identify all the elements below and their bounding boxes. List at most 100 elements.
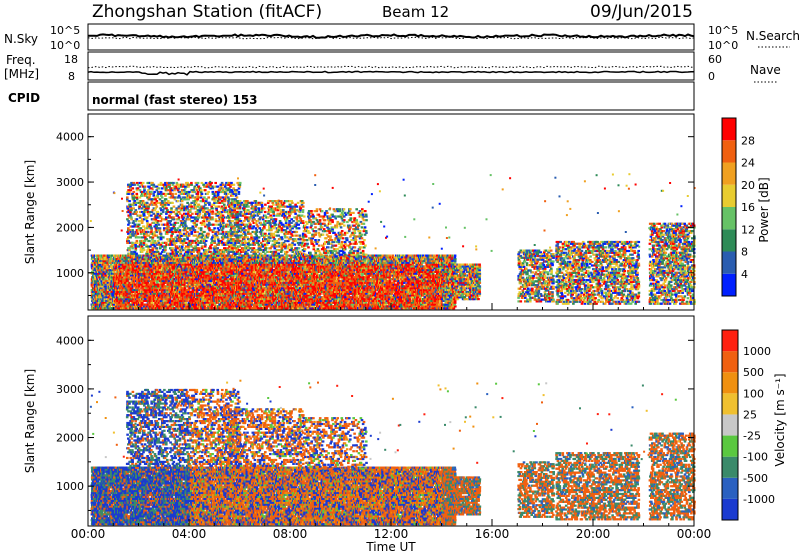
echo-cell (113, 303, 116, 306)
frequency-line (87, 70, 694, 76)
echo-cell (110, 278, 114, 281)
echo-cell (172, 254, 176, 257)
freq-right-tick-top: 60 (708, 53, 722, 66)
echo-cell (100, 272, 103, 275)
echo-cell (143, 259, 147, 263)
echo-cell (115, 281, 119, 284)
echo-cell (118, 269, 121, 272)
echo-cell (177, 292, 180, 295)
echo-cell (168, 278, 172, 281)
echo-cell (138, 296, 141, 299)
echo-cell (171, 285, 175, 288)
echo-cell (130, 287, 134, 290)
echo-cell (166, 254, 169, 257)
echo-cell (187, 267, 191, 270)
echo-cell (159, 303, 162, 306)
echo-cell (190, 294, 194, 297)
echo-cell (109, 270, 113, 273)
echo-cell (194, 292, 198, 295)
echo-cell (129, 288, 133, 292)
echo-cell (144, 258, 147, 261)
echo-cell (148, 288, 151, 292)
echo-cell (147, 301, 150, 304)
echo-cell (109, 263, 113, 266)
echo-cell (102, 278, 105, 281)
echo-cell (130, 272, 134, 275)
echo-cell (125, 283, 129, 286)
echo-cell (170, 259, 174, 263)
echo-cell (131, 261, 135, 264)
echo-cell (146, 267, 149, 270)
echo-cell (121, 298, 124, 301)
echo-cell (128, 265, 132, 268)
echo-cell (191, 285, 195, 288)
echo-cell (98, 292, 101, 295)
echo-cell (92, 299, 96, 302)
freq-label-line2: [MHz] (4, 67, 39, 81)
echo-cell (103, 305, 107, 308)
echo-cell (192, 267, 195, 270)
echo-cell (136, 283, 139, 286)
echo-cell (114, 256, 117, 259)
echo-cell (139, 299, 142, 302)
echo-cell (121, 272, 124, 275)
echo-cell (112, 278, 116, 281)
echo-cell (161, 272, 164, 275)
echo-cell (90, 265, 94, 268)
echo-cell (174, 269, 177, 272)
echo-cell (130, 254, 134, 257)
echo-cell (115, 296, 119, 299)
echo-cell (168, 298, 172, 301)
echo-cell (134, 272, 138, 275)
echo-cell (133, 269, 137, 272)
echo-cell (168, 259, 172, 263)
echo-cell (102, 292, 105, 295)
echo-cell (190, 307, 194, 310)
echo-cell (144, 278, 147, 281)
echo-cell (173, 287, 176, 290)
echo-cell (93, 283, 97, 286)
echo-cell (196, 299, 200, 302)
echo-cell (151, 307, 155, 310)
echo-cell (134, 299, 137, 302)
echo-cell (195, 283, 199, 286)
echo-cell (177, 307, 180, 310)
echo-cell (136, 258, 140, 261)
power-scatter-cells (89, 173, 696, 310)
echo-cell (106, 274, 110, 277)
echo-cell (192, 296, 196, 299)
echo-cell (99, 254, 102, 257)
echo-cell (193, 281, 197, 284)
echo-cell (181, 294, 184, 297)
echo-cell (191, 259, 195, 263)
echo-cell (106, 281, 110, 284)
echo-cell (125, 256, 129, 259)
echo-cell (186, 307, 189, 310)
echo-cell (129, 283, 133, 286)
echo-cell (100, 287, 103, 290)
echo-cell (95, 259, 98, 263)
echo-cell (171, 276, 175, 279)
echo-cell (125, 259, 129, 263)
echo-cell (165, 265, 169, 268)
echo-cell (187, 258, 190, 261)
echo-cell (189, 269, 192, 272)
echo-cell (159, 292, 162, 295)
echo-cell (186, 272, 190, 275)
echo-cell (156, 303, 159, 306)
echo-cell (114, 259, 118, 263)
echo-cell (130, 259, 134, 263)
echo-cell (179, 301, 182, 304)
echo-cell (93, 261, 97, 264)
echo-cell (102, 276, 105, 279)
echo-cell (185, 285, 188, 288)
echo-cell (90, 285, 94, 288)
echo-cell (181, 303, 184, 306)
echo-cell (106, 307, 110, 310)
echo-cell (111, 290, 114, 293)
echo-cell (99, 263, 103, 266)
echo-cell (96, 305, 99, 308)
echo-cell (114, 305, 118, 308)
echo-cell (102, 294, 105, 297)
echo-cell (150, 263, 154, 266)
